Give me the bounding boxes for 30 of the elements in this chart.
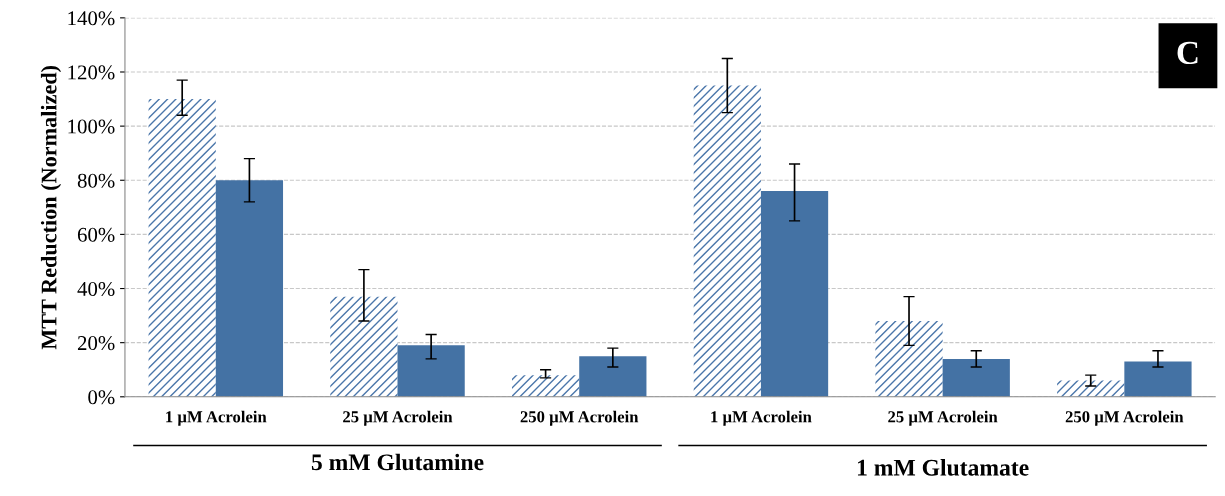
bar <box>1057 380 1125 397</box>
bar <box>215 180 284 397</box>
x-tick-label: 250 µM Acrolein <box>520 410 639 426</box>
y-tick-label: 60% <box>77 227 115 242</box>
y-tick-label: 20% <box>77 336 115 351</box>
bar <box>1124 361 1192 397</box>
bar <box>397 345 465 397</box>
y-tick-label: 100% <box>68 119 115 134</box>
bar <box>693 85 761 397</box>
y-tick-label: 120% <box>68 65 115 80</box>
bar <box>511 375 580 397</box>
y-tick-label: 40% <box>77 281 115 297</box>
annotation: C <box>1177 41 1198 65</box>
text: 5 mM Glutamine <box>311 453 484 471</box>
y-axis-title: MTT Reduction (Normalized) <box>40 65 62 350</box>
x-tick-label: 25 µM Acrolein <box>343 410 453 426</box>
text: 1 mM Glutamate <box>857 459 1029 476</box>
bar <box>942 358 1010 397</box>
x-tick-label: 250 µM Acrolein <box>1065 410 1184 426</box>
bar <box>579 356 647 397</box>
bar <box>760 191 829 397</box>
y-tick-label: 0% <box>88 390 115 405</box>
bar <box>875 321 943 397</box>
x-tick-label: 1 µM Acrolein <box>166 410 267 426</box>
bar <box>148 99 216 397</box>
x-tick-label: 25 µM Acrolein <box>888 410 998 426</box>
bar <box>330 296 398 397</box>
y-tick-label: 140% <box>68 11 115 26</box>
x-tick-label: 1 µM Acrolein <box>711 410 812 426</box>
y-tick-label: 80% <box>77 173 115 188</box>
